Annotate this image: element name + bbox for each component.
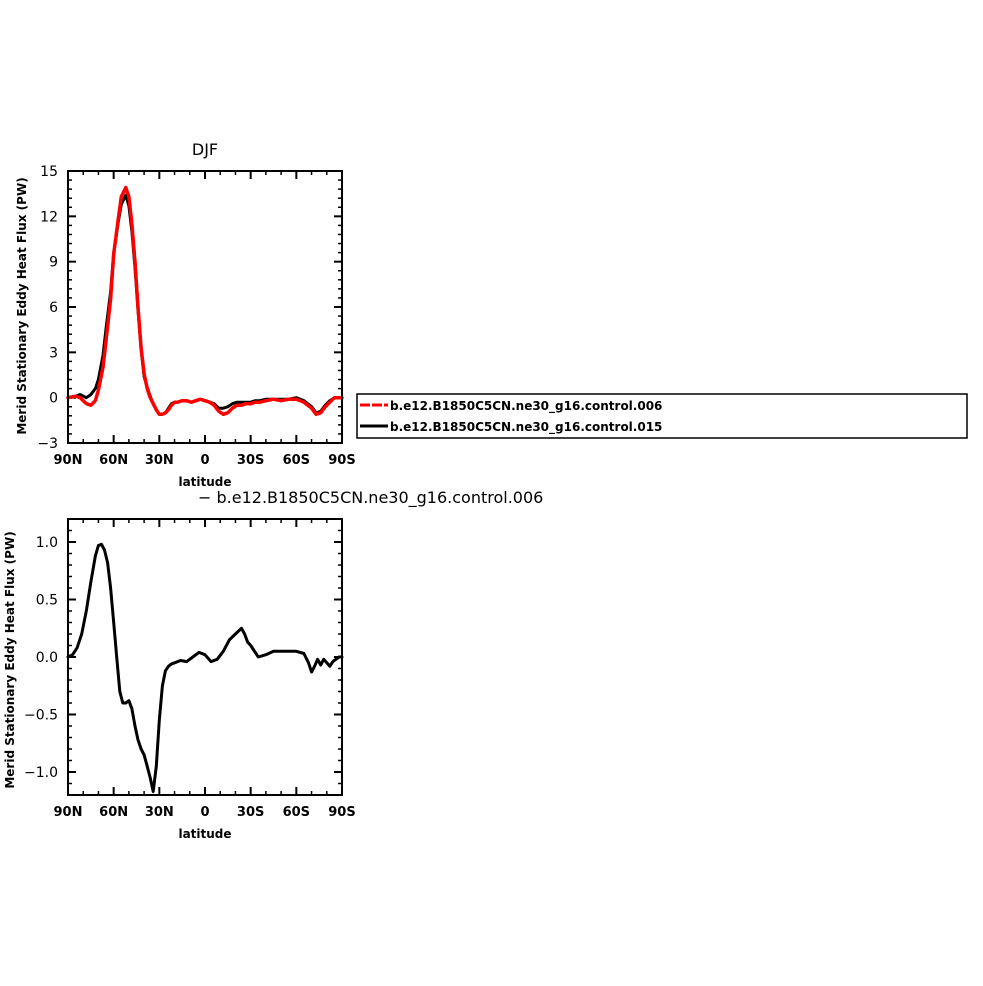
top-series-line-1	[66, 185, 344, 417]
legend: b.e12.B1850C5CN.ne30_g16.control.006 b.e…	[356, 393, 968, 439]
top-x-tick-label: 60N	[99, 453, 128, 468]
top-y-tick-label: 6	[49, 300, 58, 316]
bottom-series-lines	[66, 542, 344, 793]
top-x-axis-label: latitude	[178, 475, 231, 489]
top-x-tick-label: 0	[200, 453, 209, 468]
bottom-x-axis-label: latitude	[178, 827, 231, 841]
bottom-series-line-1	[66, 542, 344, 793]
top-x-tick-label: 30S	[237, 453, 264, 468]
bottom-x-tick-label: 30N	[145, 805, 174, 820]
bottom-x-tick-label: 60N	[99, 805, 128, 820]
top-x-tick-label: 90N	[54, 453, 83, 468]
bottom-chart-title: − b.e12.B1850C5CN.ne30_g16.control.006	[198, 488, 543, 508]
top-y-tick-label: 0	[49, 391, 58, 407]
bottom-x-tick-label: 30S	[237, 805, 264, 820]
bottom-x-tick-label: 0	[200, 805, 209, 820]
top-x-tick-label: 30N	[145, 453, 174, 468]
top-y-tick-label: 9	[49, 255, 58, 271]
top-y-tick-label: −3	[37, 436, 58, 452]
top-axis-ticks: 90N 60N 30N 0 30S 60S 90S −3 0 3 6 9 12 15	[37, 164, 355, 468]
bottom-y-tick-label: 0.5	[36, 593, 58, 609]
bottom-y-tick-label: −0.5	[24, 708, 58, 724]
top-series-lines	[66, 185, 344, 417]
top-y-axis-label: Merid Stationary Eddy Heat Flux (PW)	[15, 177, 29, 434]
top-chart-title: DJF	[192, 140, 218, 159]
top-y-tick-label: 3	[49, 345, 58, 361]
top-y-tick-label: 15	[40, 164, 58, 180]
top-chart-panel: DJF Merid Stationary Eddy Heat Flux (PW)…	[15, 140, 356, 489]
bottom-y-tick-label: 1.0	[36, 535, 58, 551]
bottom-chart-panel: − b.e12.B1850C5CN.ne30_g16.control.006 M…	[3, 488, 543, 841]
bottom-y-axis-label: Merid Stationary Eddy Heat Flux (PW)	[3, 531, 17, 788]
top-plot-frame	[67, 170, 343, 444]
top-x-tick-label: 90S	[328, 453, 355, 468]
legend-label-006: b.e12.B1850C5CN.ne30_g16.control.006	[390, 399, 662, 414]
legend-box	[356, 393, 968, 439]
bottom-x-tick-label: 90N	[54, 805, 83, 820]
bottom-x-tick-label: 90S	[328, 805, 355, 820]
top-x-tick-label: 60S	[283, 453, 310, 468]
bottom-axis-ticks: 90N 60N 30N 0 30S 60S 90S −1.0 −0.5 0.0 0.5 1.0	[24, 518, 356, 820]
legend-label-015: b.e12.B1850C5CN.ne30_g16.control.015	[390, 420, 662, 435]
bottom-plot-frame	[67, 518, 343, 796]
bottom-y-tick-label: 0.0	[36, 650, 58, 666]
bottom-y-tick-label: −1.0	[24, 765, 58, 781]
top-y-tick-label: 12	[40, 209, 58, 225]
bottom-x-tick-label: 60S	[283, 805, 310, 820]
